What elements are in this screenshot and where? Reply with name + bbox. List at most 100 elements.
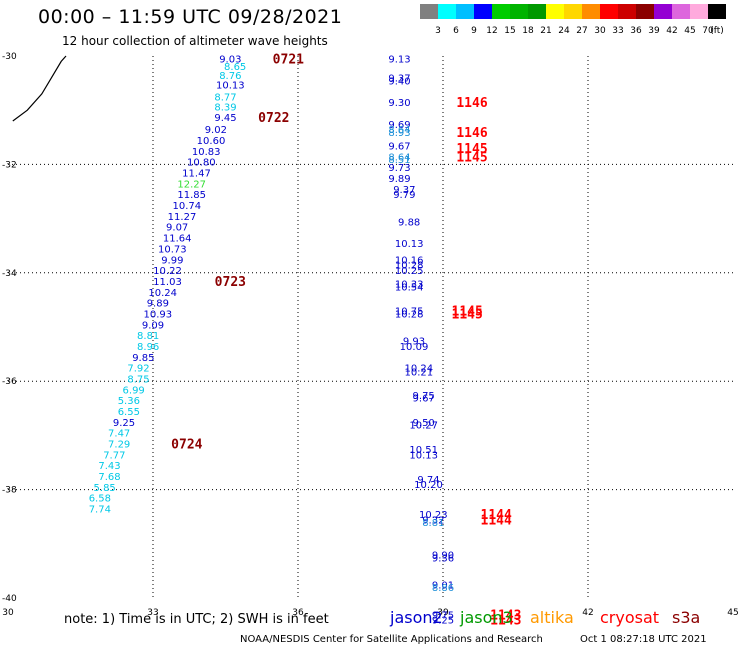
wave-height-label: 9.32 xyxy=(422,515,444,526)
wave-height-label: 11.85 xyxy=(177,190,206,201)
wave-height-label: 9.03 xyxy=(219,55,241,66)
color-swatch xyxy=(690,4,708,19)
pass-time-label: 1143 xyxy=(490,608,521,623)
color-scale-label: 12 xyxy=(486,26,498,36)
color-swatch xyxy=(600,4,618,19)
wave-height-label: 8.64 xyxy=(388,125,410,136)
wave-height-label: 10.51 xyxy=(409,445,438,456)
wave-height-label: 8.64 xyxy=(388,152,410,163)
y-tick-label: -36 xyxy=(2,377,17,387)
color-swatch xyxy=(438,4,456,19)
pass-timestamps: 0721072207230724114611461145114511451145… xyxy=(171,53,521,629)
wave-height-label: 7.74 xyxy=(89,505,111,516)
wave-height-label: 8.39 xyxy=(214,102,236,113)
color-swatch xyxy=(492,4,510,19)
wave-height-label: 10.28 xyxy=(395,261,424,272)
footer-timestamp: Oct 1 08:27:18 UTC 2021 xyxy=(580,634,707,645)
legend-altika: altika xyxy=(530,608,574,627)
x-tick-label: 33 xyxy=(147,608,158,618)
color-swatch xyxy=(456,4,474,19)
wave-height-label: 10.13 xyxy=(395,239,424,250)
pass-time-label: 1144 xyxy=(481,513,512,528)
color-swatch xyxy=(510,4,528,19)
pass-time-label: 0721 xyxy=(273,53,304,68)
wave-height-label: 6.55 xyxy=(118,407,140,418)
color-scale-label: 15 xyxy=(504,26,516,36)
wave-height-label: 10.28 xyxy=(395,309,424,320)
pass-time-label: 1145 xyxy=(452,307,483,322)
wave-height-label: 9.69 xyxy=(388,120,410,131)
wave-height-label: 9.90 xyxy=(432,551,454,562)
color-scale-label: 70 xyxy=(702,26,714,36)
wave-height-label: 10.20 xyxy=(414,480,443,491)
wave-height-label: 9.09 xyxy=(142,320,164,331)
legend-cryosat: cryosat xyxy=(600,608,660,627)
y-tick-label: -32 xyxy=(2,160,17,170)
color-swatch xyxy=(708,4,726,19)
wave-height-label: 10.73 xyxy=(158,244,187,255)
color-scale-label: 18 xyxy=(522,26,534,36)
wave-height-label: 11.64 xyxy=(163,234,192,245)
wave-height-label: 9.50 xyxy=(413,418,435,429)
color-scale-label: 3 xyxy=(435,26,441,36)
x-tick-label: 36 xyxy=(292,608,304,618)
wave-height-label: 9.88 xyxy=(398,217,420,228)
wave-height-label: 9.75 xyxy=(413,391,435,402)
color-swatch xyxy=(654,4,672,19)
wave-height-label: 9.07 xyxy=(166,223,188,234)
wave-height-label: 9.36 xyxy=(432,553,454,564)
wave-height-label: 8.93 xyxy=(388,128,410,139)
coastline xyxy=(12,55,67,122)
wave-height-label: 10.25 xyxy=(395,266,424,277)
color-swatch xyxy=(672,4,690,19)
wave-height-label: 9.25 xyxy=(432,616,454,627)
color-scale-label: 36 xyxy=(630,26,642,36)
wave-height-label: 7.29 xyxy=(108,440,130,451)
wave-height-label: 8.77 xyxy=(214,93,236,104)
wave-height-label: 9.67 xyxy=(413,393,435,404)
wave-height-label: 9.93 xyxy=(403,337,425,348)
pass-time-label: 1146 xyxy=(456,126,487,141)
wave-height-label: 6.58 xyxy=(89,494,111,505)
wave-height-label: 7.68 xyxy=(98,472,120,483)
wave-height-label: 10.23 xyxy=(419,510,448,521)
wave-height-label: 10.16 xyxy=(395,255,424,266)
wave-height-label: 10.33 xyxy=(395,280,424,291)
y-tick-label: -40 xyxy=(2,594,17,604)
chart-subtitle: 12 hour collection of altimeter wave hei… xyxy=(62,34,328,48)
wave-height-label: 5.85 xyxy=(94,483,116,494)
pass-time-label: 0723 xyxy=(215,275,246,290)
color-swatch xyxy=(528,4,546,19)
wave-height-label: 9.45 xyxy=(214,113,236,124)
color-scale-label: 45 xyxy=(684,26,696,36)
wave-height-label: 11.27 xyxy=(168,212,197,223)
y-tick-label: -38 xyxy=(2,486,17,496)
pass-time-label: 1144 xyxy=(481,508,512,523)
wave-height-label: 9.79 xyxy=(393,190,415,201)
color-scale-label: 30 xyxy=(594,26,606,36)
wave-height-label: 7.43 xyxy=(98,461,120,472)
wave-height-label: 7.92 xyxy=(127,364,149,375)
wave-height-label: 9.89 xyxy=(388,174,410,185)
wave-height-label: 10.83 xyxy=(192,147,221,158)
wave-height-label: 8.65 xyxy=(224,62,246,73)
wave-height-label: 9.13 xyxy=(388,55,410,66)
wave-height-label: 10.24 xyxy=(148,288,177,299)
wave-height-label: 9.30 xyxy=(388,98,410,109)
wave-height-label: 9.25 xyxy=(113,418,135,429)
wave-height-label: 7.47 xyxy=(108,429,130,440)
wave-height-label: 10.13 xyxy=(216,81,245,92)
color-scale-label: 6 xyxy=(453,26,459,36)
wave-height-label: 9.73 xyxy=(388,163,410,174)
chart-title: 00:00 – 11:59 UTC 09/28/2021 xyxy=(38,6,343,28)
wave-height-label: 9.85 xyxy=(132,353,154,364)
wave-height-label: 11.47 xyxy=(182,169,211,180)
color-swatch xyxy=(582,4,600,19)
legend-s3a: s3a xyxy=(672,608,701,627)
pass-time-label: 0724 xyxy=(171,438,202,453)
pass-time-label: 1146 xyxy=(456,96,487,111)
color-swatch xyxy=(636,4,654,19)
coastline-path xyxy=(12,55,67,122)
x-tick-label: 45 xyxy=(727,608,738,618)
